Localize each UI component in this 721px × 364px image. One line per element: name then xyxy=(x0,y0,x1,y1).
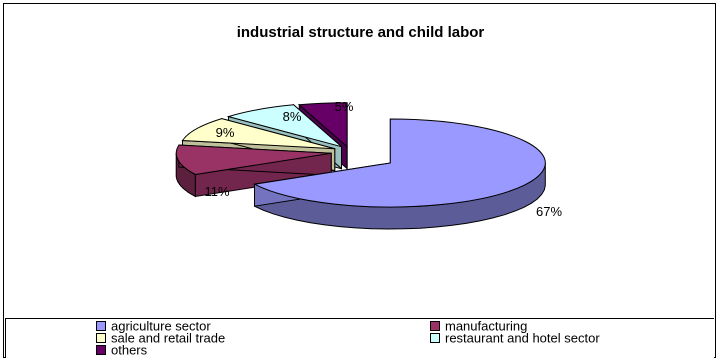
legend-item-others: others xyxy=(96,342,148,358)
chart-title: industrial structure and child labor xyxy=(236,24,485,41)
legend-item-sale-retail: sale and retail trade xyxy=(96,330,226,346)
pie-plot: 67% 11% 9% 8% 5% xyxy=(175,99,562,230)
legend-swatch xyxy=(96,320,106,331)
legend-swatch xyxy=(430,320,440,331)
pie-slice-top xyxy=(297,102,348,148)
slice-value-label: 11% xyxy=(204,184,229,199)
pie-slice xyxy=(252,118,546,230)
pie-slice-top xyxy=(181,118,335,150)
legend-label: sale and retail trade xyxy=(111,330,226,346)
legend-item-restaurant-hotel: restaurant and hotel sector xyxy=(430,330,600,346)
legend-label: restaurant and hotel sector xyxy=(445,330,600,346)
chart-frame: industrial structure and child labor 67%… xyxy=(3,3,716,358)
pie-slice xyxy=(175,144,332,198)
legend-label: others xyxy=(111,342,148,358)
legend-item-agriculture: agriculture sector xyxy=(96,318,211,334)
legend: agriculture sector manufacturing sale an… xyxy=(5,318,714,358)
legend-swatch xyxy=(96,332,106,343)
legend-label: manufacturing xyxy=(445,318,528,334)
slice-value-label: 9% xyxy=(216,125,235,140)
pie-slice-top xyxy=(252,118,546,208)
pie-slice-top xyxy=(175,144,332,176)
slice-value-label: 8% xyxy=(283,109,302,124)
legend-swatch xyxy=(96,344,106,355)
pie-slice-top xyxy=(226,104,342,148)
legend-label: agriculture sector xyxy=(111,318,211,334)
legend-item-manufacturing: manufacturing xyxy=(430,318,528,334)
slice-value-label: 5% xyxy=(335,99,354,114)
slice-value-label: 67% xyxy=(536,204,562,219)
legend-swatch xyxy=(430,332,440,343)
